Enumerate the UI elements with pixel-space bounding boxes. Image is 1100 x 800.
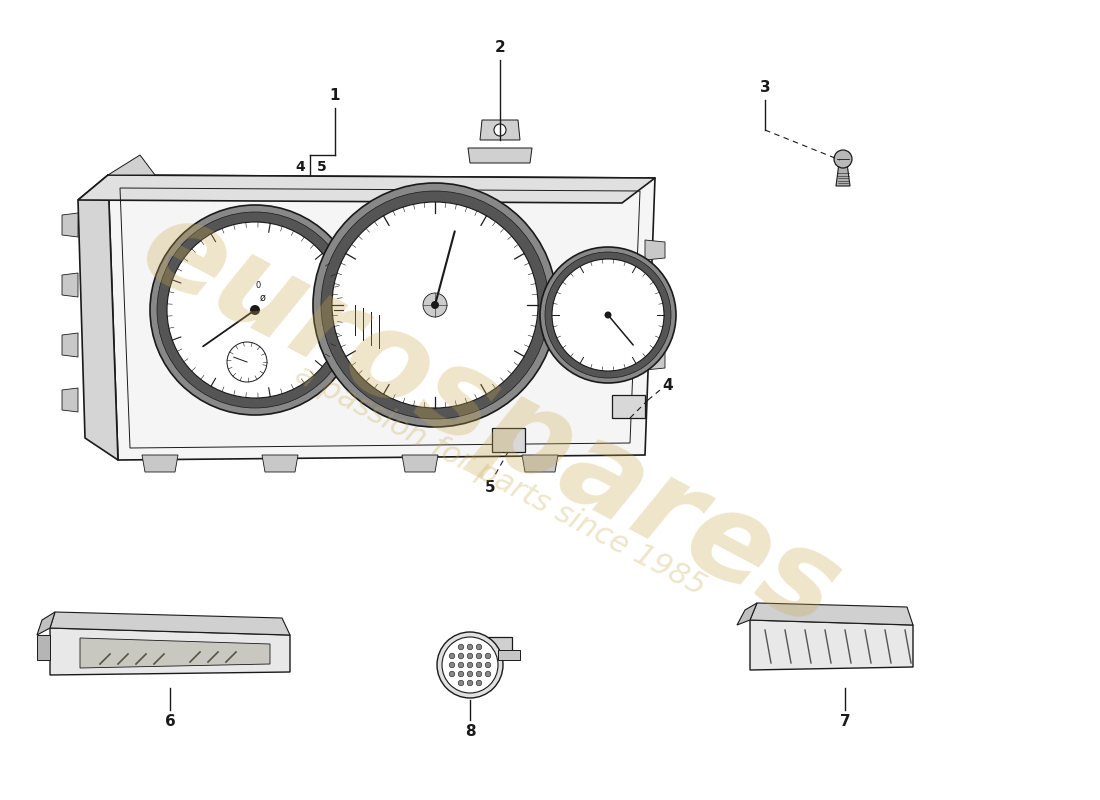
Circle shape — [605, 311, 612, 318]
Text: 6: 6 — [165, 714, 175, 730]
Circle shape — [167, 222, 343, 398]
Circle shape — [468, 680, 473, 686]
Text: 4: 4 — [295, 160, 305, 174]
Circle shape — [459, 671, 464, 677]
Polygon shape — [62, 213, 78, 237]
Text: eurospares: eurospares — [121, 187, 859, 653]
Polygon shape — [50, 612, 290, 635]
Circle shape — [544, 252, 671, 378]
Text: 5: 5 — [485, 479, 495, 494]
Polygon shape — [62, 273, 78, 297]
Text: 0: 0 — [255, 281, 261, 290]
Circle shape — [476, 671, 482, 677]
Polygon shape — [645, 240, 665, 260]
Polygon shape — [750, 620, 913, 670]
Text: 2: 2 — [495, 41, 505, 55]
Circle shape — [157, 212, 353, 408]
Circle shape — [431, 301, 439, 309]
Circle shape — [834, 150, 852, 168]
Text: a passion for parts since 1985: a passion for parts since 1985 — [289, 359, 711, 601]
Circle shape — [314, 183, 557, 427]
Polygon shape — [750, 603, 913, 625]
Circle shape — [476, 644, 482, 650]
Polygon shape — [402, 455, 438, 472]
Polygon shape — [468, 148, 532, 163]
Polygon shape — [612, 395, 645, 418]
Circle shape — [459, 653, 464, 659]
Polygon shape — [498, 650, 520, 660]
Polygon shape — [78, 175, 118, 460]
Text: 4: 4 — [662, 378, 673, 393]
Circle shape — [227, 342, 267, 382]
Polygon shape — [142, 455, 178, 472]
Circle shape — [449, 662, 454, 668]
Circle shape — [476, 662, 482, 668]
Polygon shape — [492, 428, 525, 452]
Circle shape — [449, 653, 454, 659]
Circle shape — [459, 680, 464, 686]
Polygon shape — [80, 638, 270, 668]
Polygon shape — [62, 333, 78, 357]
Polygon shape — [50, 628, 290, 675]
Text: 3: 3 — [760, 81, 770, 95]
Circle shape — [449, 671, 454, 677]
Polygon shape — [37, 612, 55, 635]
Text: 7: 7 — [839, 714, 850, 730]
Circle shape — [476, 680, 482, 686]
Circle shape — [424, 293, 447, 317]
Circle shape — [494, 124, 506, 136]
Polygon shape — [108, 175, 654, 460]
Polygon shape — [62, 388, 78, 412]
Circle shape — [468, 662, 473, 668]
Text: 5: 5 — [317, 160, 327, 174]
Circle shape — [459, 644, 464, 650]
Circle shape — [150, 205, 360, 415]
Circle shape — [332, 202, 538, 408]
Circle shape — [459, 662, 464, 668]
Circle shape — [442, 637, 498, 693]
Circle shape — [321, 191, 549, 419]
Circle shape — [485, 653, 491, 659]
Text: 8: 8 — [464, 725, 475, 739]
Text: 1: 1 — [330, 87, 340, 102]
Polygon shape — [480, 120, 520, 140]
Polygon shape — [78, 175, 654, 203]
Text: ø: ø — [260, 293, 266, 303]
Circle shape — [437, 632, 503, 698]
Circle shape — [476, 653, 482, 659]
Polygon shape — [485, 637, 512, 653]
Circle shape — [250, 305, 260, 315]
Polygon shape — [108, 155, 155, 175]
Circle shape — [468, 653, 473, 659]
Circle shape — [485, 671, 491, 677]
Polygon shape — [37, 635, 50, 660]
Polygon shape — [645, 350, 665, 370]
Circle shape — [468, 671, 473, 677]
Polygon shape — [262, 455, 298, 472]
Polygon shape — [737, 603, 757, 625]
Circle shape — [468, 644, 473, 650]
Circle shape — [485, 662, 491, 668]
Circle shape — [540, 247, 676, 383]
Polygon shape — [836, 163, 850, 186]
Polygon shape — [522, 455, 558, 472]
Circle shape — [552, 259, 664, 371]
